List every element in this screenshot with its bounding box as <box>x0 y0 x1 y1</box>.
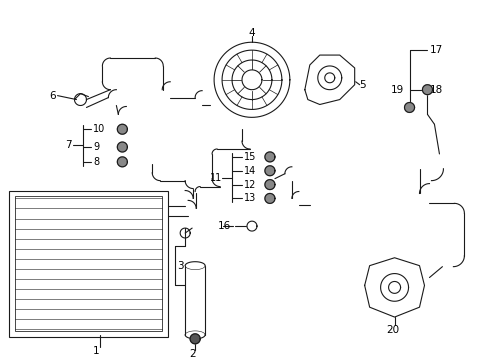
Polygon shape <box>264 152 274 162</box>
Text: 7: 7 <box>65 140 72 150</box>
Text: 5: 5 <box>359 80 366 90</box>
Text: 4: 4 <box>248 28 255 38</box>
Bar <box>9 190 168 337</box>
Polygon shape <box>264 166 274 176</box>
Text: 16: 16 <box>218 221 231 231</box>
Polygon shape <box>117 142 127 152</box>
Polygon shape <box>422 85 431 95</box>
Text: 13: 13 <box>244 193 256 203</box>
Polygon shape <box>117 124 127 134</box>
Polygon shape <box>190 334 200 344</box>
Text: 15: 15 <box>244 152 256 162</box>
Text: 19: 19 <box>390 85 404 95</box>
Text: 6: 6 <box>49 91 56 100</box>
Text: 12: 12 <box>244 180 256 190</box>
Text: 20: 20 <box>385 325 398 335</box>
Polygon shape <box>117 157 127 167</box>
Text: 3: 3 <box>177 261 183 271</box>
Text: 17: 17 <box>428 45 442 55</box>
Text: 18: 18 <box>428 85 442 95</box>
Text: 8: 8 <box>93 157 100 167</box>
Text: 9: 9 <box>93 142 100 152</box>
Text: 1: 1 <box>93 346 100 356</box>
Text: 14: 14 <box>244 166 256 176</box>
Polygon shape <box>264 180 274 189</box>
Polygon shape <box>404 103 414 112</box>
Polygon shape <box>264 193 274 203</box>
Text: 11: 11 <box>210 173 222 183</box>
Text: 10: 10 <box>93 124 105 134</box>
Text: 2: 2 <box>188 348 195 359</box>
Bar <box>15 197 162 331</box>
